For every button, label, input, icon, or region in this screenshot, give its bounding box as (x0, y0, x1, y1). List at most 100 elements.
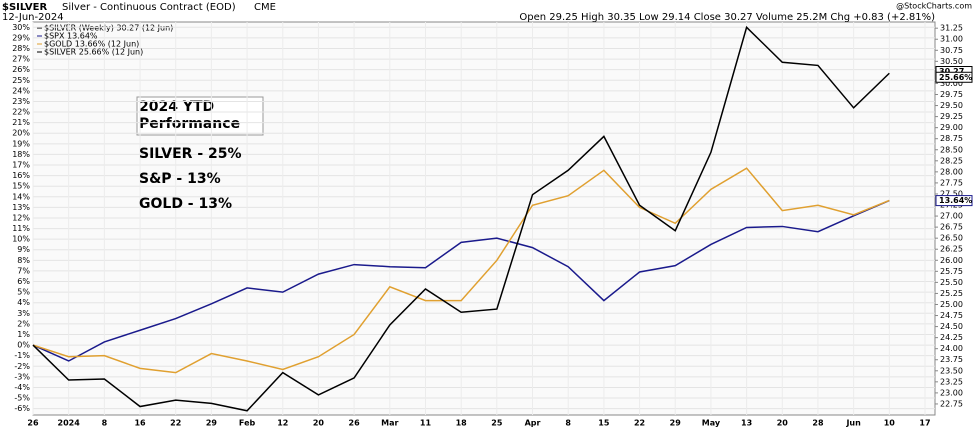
y-tick-label: 16% (12, 171, 30, 180)
y2-tick-label: 22.75 (940, 399, 963, 408)
y-tick-label: 23% (12, 97, 30, 106)
y2-tick-label: 24.50 (940, 322, 963, 331)
legend-entry: $SILVER 25.66% (12 Jun) (44, 48, 143, 57)
y-tick-label: 26% (12, 65, 30, 74)
series-line (32, 199, 890, 362)
value-box (935, 71, 973, 83)
x-tick-label: 18 (456, 419, 468, 428)
annotation-title: 2024 YTD Performance (139, 99, 240, 132)
y2-tick-label: 25.50 (940, 278, 963, 287)
y2-tick-label: 29.00 (940, 123, 963, 132)
x-tick-label: 25 (491, 419, 503, 428)
y2-tick-label: 24.75 (940, 311, 963, 320)
y-tick-label: 9% (17, 245, 30, 254)
value-box-label: 25.66% (939, 73, 972, 82)
y-tick-label: 18% (12, 150, 30, 159)
quote: Open 29.25 High 30.35 Low 29.14 Close 30… (519, 12, 935, 23)
y2-tick-label: 31.00 (940, 35, 963, 44)
y-tick-label: -1% (14, 351, 30, 360)
y2-tick-label: 23.75 (940, 355, 963, 364)
y-tick-label: 8% (17, 256, 30, 265)
y-tick-label: 17% (12, 161, 30, 170)
y2-tick-label: 29.50 (940, 101, 963, 110)
y-tick-label: 14% (12, 192, 30, 201)
y-tick-label: 25% (12, 76, 30, 85)
y2-tick-label: 28.25 (940, 156, 963, 165)
y-tick-label: 6% (17, 277, 30, 286)
y2-tick-label: 23.00 (940, 388, 963, 397)
y2-tick-label: 23.25 (940, 377, 963, 386)
y-tick-label: 3% (17, 309, 30, 318)
y-tick-label: -2% (14, 362, 30, 371)
annotation: GOLD - 13% (139, 196, 232, 212)
y-tick-label: 20% (12, 129, 30, 138)
y2-tick-label: 27.50 (940, 189, 963, 198)
annotation: SILVER - 25% (139, 146, 242, 162)
x-tick-label: 20 (313, 419, 325, 428)
y2-tick-label: 25.00 (940, 300, 963, 309)
y-tick-label: 30% (12, 23, 30, 32)
annotation-box (136, 96, 264, 136)
value-box (935, 195, 973, 207)
y2-tick-label: 26.75 (940, 223, 963, 232)
x-tick-label: 26 (27, 419, 39, 428)
y2-tick-label: 26.50 (940, 234, 963, 243)
y2-tick-label: 24.25 (940, 333, 963, 342)
y2-tick-label: 27.00 (940, 212, 963, 221)
x-tick-label: 22 (634, 419, 645, 428)
x-tick-label: Feb (239, 419, 256, 428)
x-tick-label: 29 (206, 419, 218, 428)
y-tick-label: 2% (17, 319, 30, 328)
y-tick-label: -3% (14, 372, 30, 381)
x-tick-label: 26 (349, 419, 361, 428)
y2-tick-label: 30.75 (940, 46, 963, 55)
y-tick-label: -4% (14, 383, 30, 392)
exchange: CME (254, 2, 276, 13)
y-tick-label: 12% (12, 213, 30, 222)
y2-tick-label: 30.50 (940, 57, 963, 66)
date: 12-Jun-2024 (2, 12, 64, 23)
legend-entry: $GOLD 13.66% (12 Jun) (44, 40, 139, 49)
y2-tick-label: 26.00 (940, 256, 963, 265)
y-tick-label: 13% (12, 203, 30, 212)
x-tick-label: May (702, 419, 721, 428)
legend: $SILVER (Weekly) 30.27 (12 Jun) (37, 24, 173, 33)
x-tick-label: 13 (741, 419, 752, 428)
annotation: S&P - 13% (139, 171, 221, 187)
y2-tick-label: 29.25 (940, 112, 963, 121)
x-tick-label: 20 (777, 419, 789, 428)
y-tick-label: 27% (12, 55, 30, 64)
x-tick-label: 16 (134, 419, 146, 428)
legend-entry: $SPX 13.64% (44, 32, 98, 41)
y2-tick-label: 24.00 (940, 344, 963, 353)
x-tick-label: 8 (102, 419, 108, 428)
y2-tick-label: 25.25 (940, 289, 963, 298)
y-tick-label: 11% (12, 224, 30, 233)
x-tick-label: 15 (598, 419, 610, 428)
y-tick-label: 1% (17, 330, 30, 339)
y-tick-label: 22% (12, 108, 30, 117)
series-line (32, 25, 890, 412)
series-line (32, 167, 890, 374)
y-tick-label: 0% (17, 341, 30, 350)
symbol: $SILVER (2, 2, 47, 13)
x-tick-label: Mar (381, 419, 398, 428)
value-box-label: 30.27 (939, 67, 964, 76)
credit: @StockCharts.com (896, 2, 972, 11)
y2-tick-label: 23.50 (940, 366, 963, 375)
y-tick-label: 4% (17, 298, 30, 307)
x-tick-label: 8 (565, 419, 571, 428)
y2-tick-label: 26.25 (940, 245, 963, 254)
y-tick-label: -6% (14, 404, 30, 413)
chart-title: Silver - Continuous Contract (EOD) (62, 2, 236, 13)
y-tick-label: 7% (17, 266, 30, 275)
x-tick-label: 22 (170, 419, 181, 428)
y2-tick-label: 30.00 (940, 79, 963, 88)
y-tick-label: 19% (12, 139, 30, 148)
y-tick-label: 24% (12, 86, 30, 95)
value-box-label: 13.64% (939, 196, 972, 205)
y2-tick-label: 31.25 (940, 24, 963, 33)
x-tick-label: 12 (277, 419, 288, 428)
